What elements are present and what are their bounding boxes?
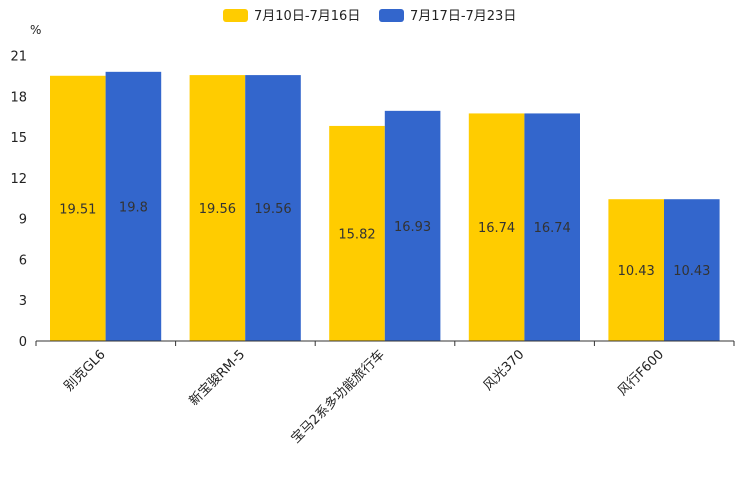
data-label-series1-4: 16.74 xyxy=(478,221,515,236)
bar-series2-4[interactable] xyxy=(524,113,580,341)
bars-group xyxy=(50,71,720,342)
legend-label-1[interactable]: 7月10日-7月16日 xyxy=(254,9,360,24)
x-axis: 别克GL6 新宝骏RM-5 宝马2系多功能旅行车 风光370 风行F600 xyxy=(35,340,735,447)
bar-series1-1[interactable] xyxy=(50,75,106,342)
bar-series1-3[interactable] xyxy=(329,125,385,341)
y-axis: 0 3 6 9 12 15 18 21 xyxy=(10,50,27,350)
x-category-label-4: 风光370 xyxy=(481,347,528,394)
bar-series1-2[interactable] xyxy=(189,75,246,341)
bar-series2-2[interactable] xyxy=(245,75,301,341)
data-label-series2-5: 10.43 xyxy=(673,264,710,279)
data-label-series2-1: 19.8 xyxy=(119,200,148,215)
y-tick-label: 0 xyxy=(19,335,27,350)
legend-swatch-2[interactable] xyxy=(379,9,404,22)
data-label-series2-2: 19.56 xyxy=(254,202,291,217)
bar-series2-3[interactable] xyxy=(384,110,441,342)
data-label-series1-5: 10.43 xyxy=(618,264,655,279)
legend-swatch-1[interactable] xyxy=(223,9,248,22)
bar-series2-1[interactable] xyxy=(105,71,162,341)
y-tick-label: 18 xyxy=(10,90,27,105)
x-category-label-1: 别克GL6 xyxy=(62,347,109,394)
data-labels: 19.51 19.8 19.56 19.56 15.82 16.93 16.74 16.74 1… xyxy=(59,200,710,279)
data-label-series1-2: 19.56 xyxy=(199,202,236,217)
data-label-series1-3: 15.82 xyxy=(338,227,375,242)
legend-label-2[interactable]: 7月17日-7月23日 xyxy=(410,9,516,24)
bar-series2-5[interactable] xyxy=(664,199,720,341)
y-tick-label: 6 xyxy=(19,253,27,268)
data-label-series1-1: 19.51 xyxy=(59,202,96,217)
bar-series1-4[interactable] xyxy=(468,113,525,341)
x-category-label-3: 宝马2系多功能旅行车 xyxy=(288,347,388,447)
bar-series1-5[interactable] xyxy=(608,199,664,341)
x-category-label-5: 风行F600 xyxy=(615,347,667,399)
data-label-series2-3: 16.93 xyxy=(394,220,431,235)
y-axis-unit: % xyxy=(30,23,41,37)
y-tick-label: 3 xyxy=(19,294,27,309)
data-label-series2-4: 16.74 xyxy=(534,221,571,236)
legend: 7月10日-7月16日 7月17日-7月23日 xyxy=(223,9,516,24)
y-tick-label: 21 xyxy=(10,50,27,65)
y-tick-label: 12 xyxy=(10,172,27,187)
y-tick-label: 9 xyxy=(19,213,27,228)
x-category-label-2: 新宝骏RM-5 xyxy=(186,347,248,409)
y-tick-label: 15 xyxy=(10,131,27,146)
